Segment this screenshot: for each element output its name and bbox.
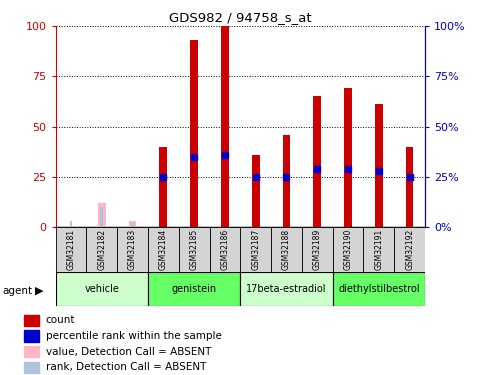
Bar bbox=[221, 26, 229, 227]
Bar bbox=[394, 227, 425, 272]
Bar bbox=[24, 346, 39, 357]
Text: GSM32187: GSM32187 bbox=[251, 229, 260, 270]
Bar bbox=[131, 223, 134, 227]
Bar bbox=[100, 207, 103, 227]
Bar bbox=[240, 272, 333, 306]
Bar bbox=[98, 203, 106, 227]
Bar bbox=[190, 40, 198, 227]
Bar bbox=[56, 227, 86, 272]
Bar bbox=[24, 362, 39, 373]
Bar bbox=[56, 272, 148, 306]
Bar bbox=[283, 135, 290, 227]
Bar bbox=[128, 221, 136, 227]
Text: GSM32183: GSM32183 bbox=[128, 229, 137, 270]
Bar bbox=[313, 96, 321, 227]
Bar bbox=[302, 227, 333, 272]
Text: ▶: ▶ bbox=[35, 286, 43, 296]
Title: GDS982 / 94758_s_at: GDS982 / 94758_s_at bbox=[169, 11, 312, 24]
Bar bbox=[179, 227, 210, 272]
Text: GSM32182: GSM32182 bbox=[97, 229, 106, 270]
Text: count: count bbox=[46, 315, 75, 325]
Bar bbox=[344, 88, 352, 227]
Text: genistein: genistein bbox=[171, 284, 217, 294]
Bar bbox=[117, 227, 148, 272]
Bar bbox=[86, 227, 117, 272]
Text: GSM32192: GSM32192 bbox=[405, 229, 414, 270]
Text: value, Detection Call = ABSENT: value, Detection Call = ABSENT bbox=[46, 347, 211, 357]
Text: GSM32181: GSM32181 bbox=[67, 229, 75, 270]
Text: GSM32191: GSM32191 bbox=[374, 229, 384, 270]
Text: 17beta-estradiol: 17beta-estradiol bbox=[246, 284, 327, 294]
Text: GSM32190: GSM32190 bbox=[343, 229, 353, 270]
Bar bbox=[24, 330, 39, 342]
Text: GSM32189: GSM32189 bbox=[313, 229, 322, 270]
Bar bbox=[375, 105, 383, 227]
Bar bbox=[159, 147, 167, 227]
Text: GSM32185: GSM32185 bbox=[190, 229, 199, 270]
Text: agent: agent bbox=[2, 286, 32, 296]
Text: vehicle: vehicle bbox=[85, 284, 119, 294]
Bar bbox=[24, 315, 39, 326]
Bar bbox=[148, 272, 241, 306]
Bar bbox=[333, 272, 425, 306]
Bar bbox=[240, 227, 271, 272]
Bar bbox=[271, 227, 302, 272]
Bar bbox=[364, 227, 394, 272]
Text: rank, Detection Call = ABSENT: rank, Detection Call = ABSENT bbox=[46, 363, 206, 372]
Text: percentile rank within the sample: percentile rank within the sample bbox=[46, 331, 222, 341]
Bar bbox=[406, 147, 413, 227]
Text: GSM32186: GSM32186 bbox=[220, 229, 229, 270]
Text: GSM32184: GSM32184 bbox=[159, 229, 168, 270]
Bar bbox=[210, 227, 240, 272]
Text: diethylstilbestrol: diethylstilbestrol bbox=[338, 284, 420, 294]
Bar bbox=[70, 221, 72, 227]
Bar bbox=[333, 227, 364, 272]
Bar bbox=[148, 227, 179, 272]
Text: GSM32188: GSM32188 bbox=[282, 229, 291, 270]
Bar bbox=[252, 154, 259, 227]
